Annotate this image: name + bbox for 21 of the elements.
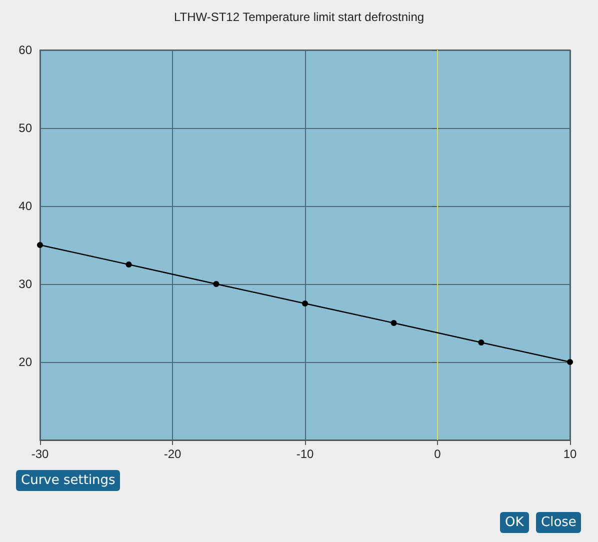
button: OK <box>500 512 529 533</box>
button: Close <box>536 512 582 533</box>
point <box>478 340 484 346</box>
y-tick-label: 20 <box>18 355 32 369</box>
x-tick-label: 10 <box>563 447 577 461</box>
chart-title: LTHW-ST12 Temperature limit start defrostning <box>174 10 424 24</box>
point <box>37 242 43 248</box>
point <box>390 320 397 326</box>
point <box>213 281 220 287</box>
y-tick-label: 50 <box>18 121 32 135</box>
point <box>567 359 573 365</box>
x-tick-label: 0 <box>434 447 442 461</box>
button: Curve settings <box>16 470 120 491</box>
x-tick-label: -30 <box>31 447 49 461</box>
x-tick-label: -10 <box>296 447 314 461</box>
x-tick-label: -20 <box>164 447 182 461</box>
point <box>126 262 132 268</box>
y-tick-label: 60 <box>18 43 32 57</box>
y-tick-label: 40 <box>18 199 32 213</box>
y-tick-label: 30 <box>18 277 32 291</box>
point <box>302 300 308 306</box>
